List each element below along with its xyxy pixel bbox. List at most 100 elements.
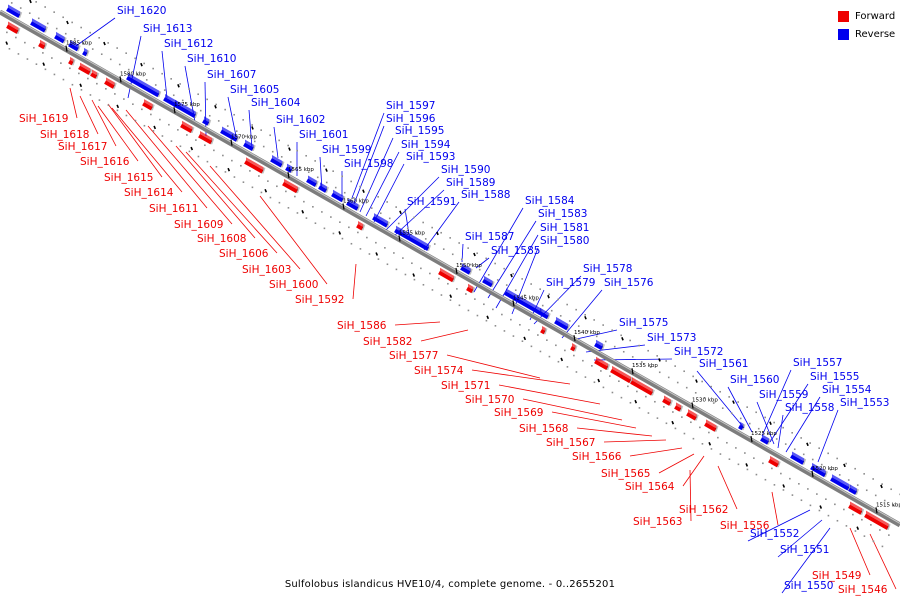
reverse-gene-label: SiH_1560 <box>730 374 779 386</box>
frame-dot <box>485 319 488 322</box>
frame-dot <box>487 274 490 276</box>
label-leader <box>248 109 253 149</box>
frame-dot <box>294 195 296 198</box>
reverse-gene-feature <box>482 275 495 288</box>
genome-axis <box>0 9 900 528</box>
frame-dot <box>204 144 206 147</box>
frame-dot <box>262 145 265 148</box>
tick-label: 1540 kbp <box>574 330 600 336</box>
reverse-gene-label: SiH_1576 <box>604 277 654 289</box>
frame-dot <box>467 309 470 312</box>
frame-dot <box>55 27 58 30</box>
frame-dot <box>366 236 368 239</box>
frame-dot <box>285 190 287 193</box>
frame-dot <box>411 262 413 265</box>
reverse-gene-label: SiH_1550 <box>784 580 833 592</box>
reverse-gene-label: SiH_1587 <box>465 231 514 243</box>
frame-mark <box>116 104 120 109</box>
frame-dot <box>413 216 415 219</box>
frame-mark <box>375 252 379 256</box>
frame-dot <box>690 421 692 424</box>
frame-dot <box>352 197 355 199</box>
label-leader <box>769 383 809 443</box>
label-leader <box>420 329 469 342</box>
frame-dot <box>845 462 847 465</box>
label-leader <box>394 321 441 326</box>
frame-dot <box>847 479 850 481</box>
forward-gene-feature <box>142 99 155 111</box>
frame-dot <box>15 36 17 39</box>
reverse-gene-label: SiH_1581 <box>540 222 589 234</box>
frame-dot <box>827 452 829 455</box>
frame-dot <box>465 293 467 295</box>
reverse-gene-feature <box>68 39 81 52</box>
frame-dot <box>287 207 290 209</box>
frame-dot <box>582 359 584 362</box>
frame-dot <box>159 118 161 121</box>
frame-dot <box>861 518 863 521</box>
label-leader <box>107 103 163 178</box>
frame-dot <box>242 119 244 121</box>
label-leader <box>522 398 623 421</box>
frame-dot <box>53 73 56 76</box>
frame-dot <box>485 257 487 260</box>
tick-mark <box>811 470 814 477</box>
frame-dot <box>879 529 881 531</box>
frame-dot <box>240 164 242 167</box>
forward-gene-feature <box>662 395 673 406</box>
frame-dot <box>242 181 245 183</box>
frame-mark <box>819 505 823 509</box>
tick-mark <box>455 267 458 275</box>
frame-mark <box>362 189 365 194</box>
frame-dot <box>865 489 868 492</box>
legend-item-forward: Forward <box>838 8 898 24</box>
forward-gene-feature <box>6 21 21 34</box>
frame-dot <box>834 503 836 506</box>
frame-mark <box>79 83 83 88</box>
frame-dot <box>422 283 425 286</box>
frame-dot <box>206 160 209 163</box>
frame-dot <box>566 366 569 368</box>
label-leader <box>727 386 753 433</box>
frame-dot <box>836 457 838 460</box>
reverse-gene-feature <box>220 126 240 142</box>
frame-dot <box>249 170 251 172</box>
tick-label: 1550 kbp <box>456 263 482 269</box>
frame-dot <box>636 390 638 393</box>
frame-dot <box>114 93 116 95</box>
frame-dot <box>339 221 341 223</box>
reverse-gene-feature <box>346 198 361 211</box>
reverse-gene-label: SiH_1591 <box>407 196 456 208</box>
label-leader <box>161 50 168 99</box>
label-leader <box>385 176 440 231</box>
frame-dot <box>440 231 442 234</box>
frame-dot <box>519 323 521 326</box>
forward-gene-feature <box>356 221 366 231</box>
frame-dot <box>35 1 37 3</box>
frame-dot <box>523 294 526 297</box>
tick-mark <box>512 300 515 307</box>
frame-dot <box>431 226 433 229</box>
frame-dot <box>136 73 139 76</box>
reverse-gene-label: SiH_1599 <box>322 144 371 156</box>
frame-dot <box>676 381 679 384</box>
frame-dot <box>91 48 94 50</box>
frame-dot <box>269 134 271 137</box>
frame-dot <box>348 226 350 229</box>
frame-mark <box>843 463 846 468</box>
frame-dot <box>154 84 157 86</box>
frame-dot <box>728 458 731 460</box>
frame-dot <box>253 140 256 143</box>
frame-dot <box>728 396 730 398</box>
tick-label: 1570 kbp <box>231 135 257 141</box>
frame-dot <box>458 242 460 244</box>
frame-dot <box>213 149 215 152</box>
frame-dot <box>386 263 389 266</box>
forward-gene-label: SiH_1556 <box>720 520 770 532</box>
frame-dot <box>143 62 145 65</box>
frame-dot <box>845 525 848 527</box>
frame-dot <box>872 478 874 480</box>
reverse-gene-label: SiH_1553 <box>840 397 889 409</box>
frame-dot <box>296 149 298 152</box>
frame-dot <box>510 318 512 321</box>
